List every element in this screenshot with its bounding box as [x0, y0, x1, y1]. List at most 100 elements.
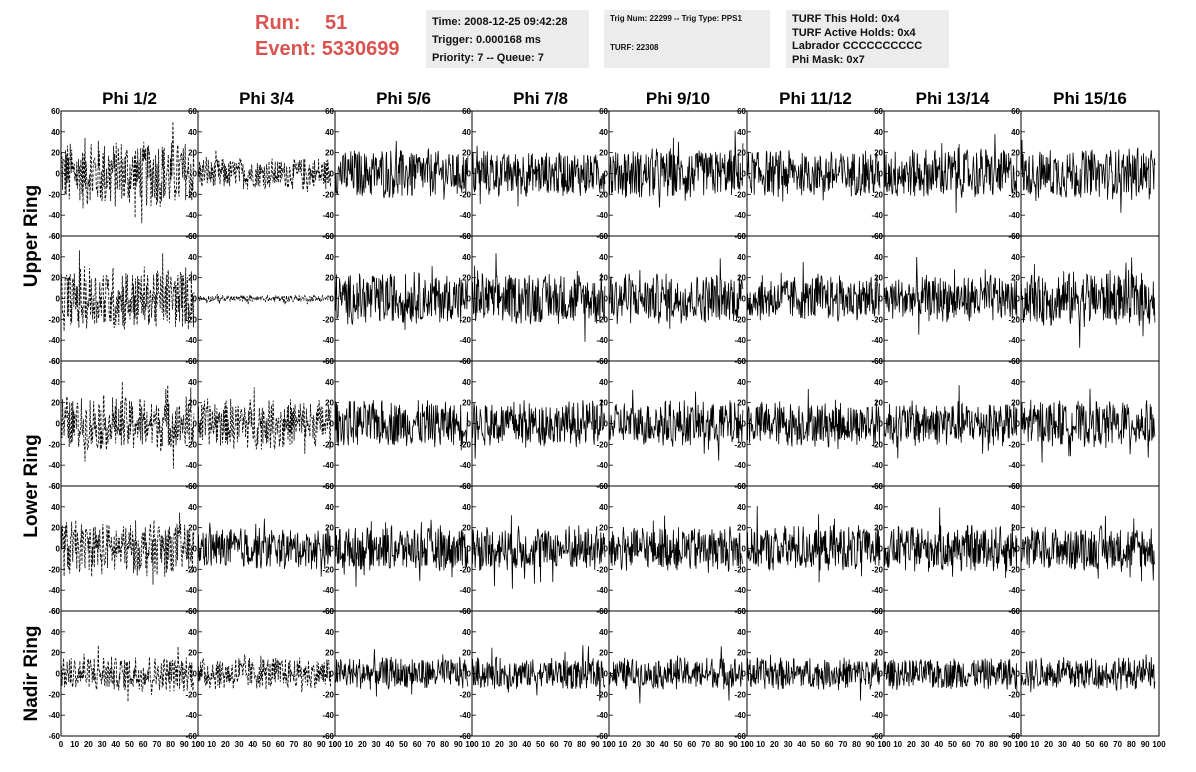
- y-tick-label: 0: [467, 670, 472, 679]
- y-tick-label: 20: [1011, 399, 1020, 408]
- y-tick-label: 60: [462, 482, 471, 491]
- column-header-1: Phi 1/2: [102, 89, 157, 108]
- x-tick-label: 20: [84, 740, 93, 749]
- y-tick-label: -40: [734, 586, 746, 595]
- y-tick-label: -40: [48, 211, 60, 220]
- y-tick-label: 0: [56, 295, 61, 304]
- y-tick-label: -40: [1008, 336, 1020, 345]
- x-tick-label: 40: [1072, 740, 1081, 749]
- y-tick-label: 20: [1011, 524, 1020, 533]
- y-tick-label: 0: [1016, 420, 1021, 429]
- waveform-trace: [608, 646, 744, 704]
- y-tick-label: 40: [325, 503, 334, 512]
- waveform-trace: [334, 140, 469, 200]
- y-tick-label: 60: [1011, 357, 1020, 366]
- x-tick-label: 50: [948, 740, 957, 749]
- y-tick-label: -20: [1008, 190, 1020, 199]
- y-tick-label: -40: [734, 336, 746, 345]
- x-tick-label: 60: [413, 740, 422, 749]
- x-tick-label: 10: [207, 740, 216, 749]
- x-tick-label: 0: [607, 740, 612, 749]
- y-tick-label: 0: [330, 670, 335, 679]
- y-tick-label: -20: [48, 190, 60, 199]
- y-tick-label: -20: [871, 690, 883, 699]
- y-tick-label: 60: [737, 607, 746, 616]
- y-tick-label: 40: [51, 628, 60, 637]
- y-tick-label: -20: [48, 440, 60, 449]
- y-tick-label: 40: [188, 378, 197, 387]
- y-tick-label: 60: [51, 232, 60, 241]
- y-tick-label: 60: [1011, 482, 1020, 491]
- y-tick-label: 40: [874, 628, 883, 637]
- y-tick-label: 0: [742, 295, 747, 304]
- waveform-trace: [746, 505, 881, 583]
- waveform-trace: [471, 399, 606, 459]
- x-tick-label: 30: [98, 740, 107, 749]
- y-tick-label: 60: [462, 107, 471, 116]
- x-tick-label: 0: [882, 740, 887, 749]
- phi-mask-text: Phi Mask: 0x7: [792, 53, 865, 66]
- y-tick-label: 60: [874, 232, 883, 241]
- y-tick-label: 60: [737, 107, 746, 116]
- y-tick-label: 40: [737, 128, 746, 137]
- y-tick-label: 40: [1011, 503, 1020, 512]
- waveform-trace: [883, 134, 1018, 213]
- y-tick-label: -20: [185, 440, 197, 449]
- x-tick-label: 80: [166, 740, 175, 749]
- turf-hold-text: TURF This Hold: 0x4: [792, 13, 900, 25]
- y-tick-label: 0: [1016, 170, 1021, 179]
- y-tick-label: 60: [1011, 232, 1020, 241]
- y-tick-label: 0: [193, 420, 198, 429]
- y-tick-label: 0: [56, 420, 61, 429]
- y-tick-label: -40: [1008, 711, 1020, 720]
- y-tick-label: 20: [874, 149, 883, 158]
- y-tick-label: 20: [51, 399, 60, 408]
- y-tick-label: 60: [1011, 607, 1020, 616]
- x-tick-label: 40: [248, 740, 257, 749]
- y-tick-label: 0: [879, 295, 884, 304]
- x-tick-label: 10: [344, 740, 353, 749]
- y-tick-label: 60: [874, 357, 883, 366]
- y-tick-label: 0: [193, 670, 198, 679]
- y-tick-label: 60: [188, 232, 197, 241]
- waveform-trace: [197, 293, 332, 305]
- y-tick-label: -20: [459, 690, 471, 699]
- y-tick-label: 20: [737, 149, 746, 158]
- y-tick-label: 60: [325, 232, 334, 241]
- waveform-trace: [1020, 257, 1156, 348]
- trig-info-box: Trig Num: 22299 -- Trig Type: PPS1 TURF:…: [604, 10, 770, 68]
- waveform-trace: [1020, 654, 1156, 693]
- x-tick-label: 10: [893, 740, 902, 749]
- y-tick-label: -40: [459, 586, 471, 595]
- x-tick-label: 80: [852, 740, 861, 749]
- y-tick-label: -20: [871, 315, 883, 324]
- y-tick-label: 60: [188, 357, 197, 366]
- x-tick-label: 50: [399, 740, 408, 749]
- waveform-trace: [197, 518, 332, 577]
- y-tick-label: -40: [1008, 461, 1020, 470]
- run-event-box: Run: 51 Event: 5330699: [255, 10, 400, 62]
- x-tick-label: 20: [770, 740, 779, 749]
- y-tick-label: -60: [48, 607, 60, 616]
- x-tick-label: 100: [1152, 740, 1166, 749]
- waveform-trace: [334, 649, 469, 697]
- y-tick-label: 40: [462, 128, 471, 137]
- event-value: 5330699: [321, 38, 400, 60]
- y-tick-label: 60: [51, 607, 60, 616]
- x-tick-label: 40: [660, 740, 669, 749]
- y-tick-label: 40: [188, 628, 197, 637]
- y-tick-label: 0: [56, 670, 61, 679]
- waveform-trace: [1020, 388, 1156, 463]
- x-tick-label: 60: [1099, 740, 1108, 749]
- y-tick-label: -20: [596, 565, 608, 574]
- waveform-trace: [883, 507, 1018, 578]
- y-tick-label: 40: [737, 628, 746, 637]
- y-tick-label: -40: [185, 211, 197, 220]
- run-label: Run:: [255, 12, 301, 34]
- x-tick-label: 80: [303, 740, 312, 749]
- y-tick-label: 40: [599, 128, 608, 137]
- x-tick-label: 100: [877, 740, 891, 749]
- y-tick-label: 40: [599, 378, 608, 387]
- trigger-text: Trigger: 0.000168 ms: [432, 34, 541, 46]
- y-tick-label: 0: [879, 670, 884, 679]
